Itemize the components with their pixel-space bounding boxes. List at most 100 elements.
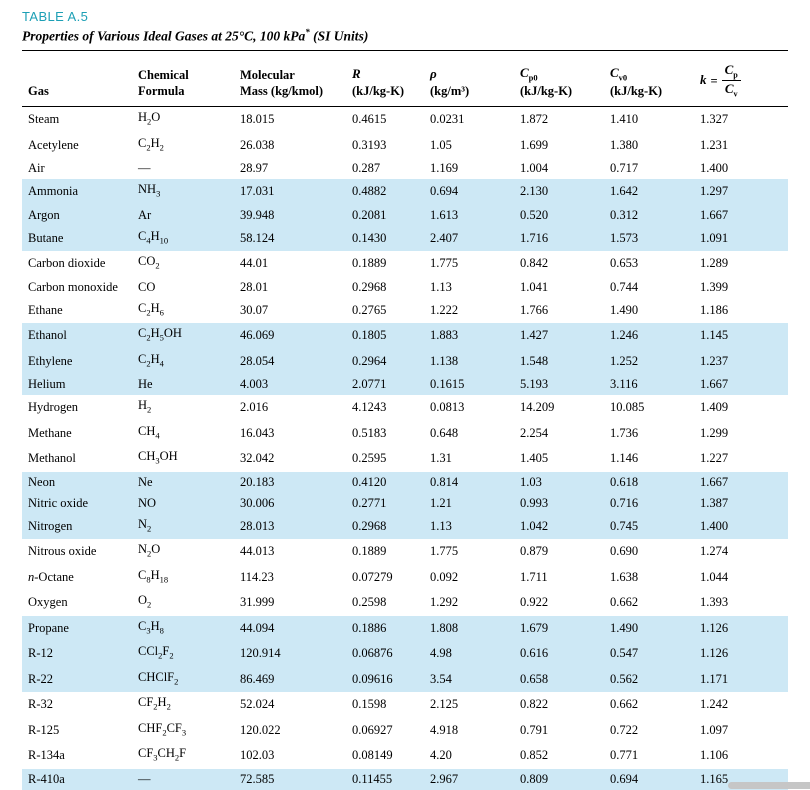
- cell-chemical-formula: N2O: [138, 542, 161, 559]
- cell-cv0: 1.736: [610, 425, 639, 440]
- cell-cp0: 5.193: [520, 377, 549, 392]
- cell-cv0: 10.085: [610, 400, 645, 415]
- cell-molecular-mass: 32.042: [240, 451, 275, 466]
- table-row: Ethane C2H6 30.07 0.2765 1.222 1.766 1.490 1.18…: [22, 298, 788, 324]
- table-row: Nitrogen N2 28.013 0.2968 1.13 1.042 0.745 1.40…: [22, 513, 788, 540]
- cell-gas-constant-r: 0.1430: [352, 230, 387, 245]
- table-label: TABLE A.5: [22, 9, 89, 24]
- cell-molecular-mass: 39.948: [240, 207, 275, 222]
- cell-density-rho: 4.918: [430, 722, 459, 737]
- cell-cv0: 0.694: [610, 771, 639, 786]
- cell-molecular-mass: 16.043: [240, 425, 275, 440]
- cell-gas-constant-r: 0.09616: [352, 671, 393, 686]
- column-header-cp0: Cp0 (kJ/kg-K): [514, 50, 604, 108]
- cell-k-ratio: 1.044: [700, 569, 729, 584]
- cell-density-rho: 1.05: [430, 137, 452, 152]
- table-title-main: Properties of Various Ideal Gases at 25°…: [22, 28, 306, 44]
- cell-k-ratio: 1.126: [700, 646, 729, 661]
- cell-cp0: 0.616: [520, 646, 549, 661]
- cell-k-ratio: 1.393: [700, 595, 729, 610]
- cell-gas-constant-r: 0.1886: [352, 620, 387, 635]
- cell-gas: Methane: [28, 425, 72, 440]
- cell-k-ratio: 1.297: [700, 184, 729, 199]
- cell-k-ratio: 1.227: [700, 451, 729, 466]
- cell-cv0: 0.716: [610, 495, 639, 510]
- cell-molecular-mass: 30.07: [240, 302, 269, 317]
- cell-density-rho: 1.13: [430, 279, 452, 294]
- cell-cp0: 2.254: [520, 425, 549, 440]
- cell-gas-constant-r: 0.1889: [352, 256, 387, 271]
- cell-density-rho: 1.808: [430, 620, 459, 635]
- cell-gas: Hydrogen: [28, 400, 78, 415]
- cell-cv0: 1.490: [610, 302, 639, 317]
- cell-density-rho: 0.814: [430, 474, 459, 489]
- cell-gas: Carbon monoxide: [28, 279, 118, 294]
- cell-chemical-formula: CO2: [138, 254, 160, 271]
- table-header: Gas Chemical Formula Molecular Mass (kg/kmol…: [22, 50, 788, 108]
- table-row: Hydrogen H2 2.016 4.1243 0.0813 14.209 10.085 1…: [22, 395, 788, 421]
- cell-chemical-formula: Ne: [138, 474, 153, 489]
- cell-gas-constant-r: 0.2968: [352, 518, 387, 533]
- cell-gas: R-134a: [28, 748, 65, 763]
- cell-molecular-mass: 102.03: [240, 748, 275, 763]
- title-footnote-marker: *: [305, 27, 310, 37]
- cell-chemical-formula: —: [138, 161, 151, 176]
- cell-cp0: 0.922: [520, 595, 549, 610]
- cell-cv0: 0.771: [610, 748, 639, 763]
- cell-k-ratio: 1.186: [700, 302, 729, 317]
- cell-chemical-formula: C2H4: [138, 351, 164, 369]
- cell-density-rho: 2.407: [430, 230, 459, 245]
- cell-k-ratio: 1.091: [700, 230, 729, 245]
- cell-k-ratio: 1.126: [700, 620, 729, 635]
- cell-k-ratio: 1.667: [700, 207, 729, 222]
- cell-chemical-formula: H2O: [138, 110, 161, 127]
- cell-gas-constant-r: 0.08149: [352, 748, 393, 763]
- cell-chemical-formula: N2: [138, 516, 152, 534]
- table-row: Helium He 4.003 2.0771 0.1615 5.193 3.116 1.667: [22, 374, 788, 396]
- cell-k-ratio: 1.667: [700, 377, 729, 392]
- cell-molecular-mass: 20.183: [240, 474, 275, 489]
- cell-gas: R-410a: [28, 771, 65, 786]
- table-row: Propane C3H8 44.094 0.1886 1.808 1.679 1.490 1.…: [22, 615, 788, 642]
- table-row: Argon Ar 39.948 0.2081 1.613 0.520 0.312 1.667: [22, 204, 788, 226]
- cell-k-ratio: 1.274: [700, 544, 729, 559]
- cell-chemical-formula: O2: [138, 593, 152, 610]
- cell-gas: Air: [28, 161, 45, 176]
- cell-chemical-formula: C4H10: [138, 228, 169, 246]
- cell-density-rho: 1.169: [430, 161, 459, 176]
- cell-gas-constant-r: 0.287: [352, 161, 381, 176]
- cell-cp0: 1.041: [520, 279, 549, 294]
- cell-cp0: 2.130: [520, 184, 549, 199]
- cell-cp0: 0.842: [520, 256, 549, 271]
- table-row: Oxygen O2 31.999 0.2598 1.292 0.922 0.662 1.393: [22, 590, 788, 616]
- cell-k-ratio: 1.400: [700, 518, 729, 533]
- column-header-gas: Gas: [22, 50, 132, 108]
- cell-cv0: 1.642: [610, 184, 639, 199]
- cell-density-rho: 0.092: [430, 569, 459, 584]
- cell-cv0: 0.562: [610, 671, 639, 686]
- table-title-tail: (SI Units): [309, 28, 369, 44]
- cell-gas: Ethane: [28, 302, 63, 317]
- cell-gas-constant-r: 0.1889: [352, 544, 387, 559]
- cell-cp0: 0.791: [520, 722, 549, 737]
- cell-gas-constant-r: 4.1243: [352, 400, 387, 415]
- table-row: Methane CH4 16.043 0.5183 0.648 2.254 1.736 1.2…: [22, 421, 788, 447]
- cell-cp0: 1.711: [520, 569, 548, 584]
- column-header-molecular-mass: Molecular Mass (kg/kmol): [234, 50, 346, 108]
- cell-gas-constant-r: 0.2964: [352, 353, 387, 368]
- table-row: Butane C4H10 58.124 0.1430 2.407 1.716 1.573 1.…: [22, 225, 788, 252]
- table-row: R-134a CF3CH2F 102.03 0.08149 4.20 0.852 0.771…: [22, 743, 788, 769]
- cell-gas: Acetylene: [28, 137, 79, 152]
- cell-cv0: 1.146: [610, 451, 639, 466]
- cell-gas-constant-r: 0.2968: [352, 279, 387, 294]
- table-title: Properties of Various Ideal Gases at 25°…: [22, 27, 788, 51]
- cell-density-rho: 1.775: [430, 544, 459, 559]
- cell-molecular-mass: 28.97: [240, 161, 269, 176]
- cell-k-ratio: 1.327: [700, 112, 729, 127]
- cell-k-ratio: 1.242: [700, 697, 729, 712]
- cell-chemical-formula: CF3CH2F: [138, 746, 187, 763]
- horizontal-scrollbar-thumb[interactable]: [728, 782, 810, 789]
- cell-cp0: 1.699: [520, 137, 549, 152]
- cell-chemical-formula: CHClF2: [138, 669, 179, 687]
- cell-cv0: 0.653: [610, 256, 639, 271]
